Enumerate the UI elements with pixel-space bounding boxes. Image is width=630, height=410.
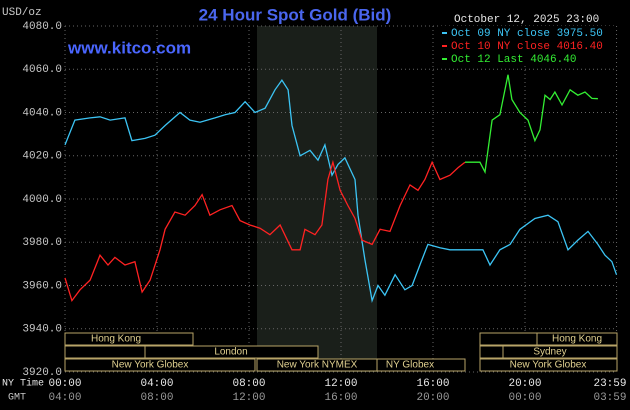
session-box xyxy=(64,345,146,359)
session-label: New York Globex xyxy=(112,360,189,371)
y-tick-label: 3960.0 xyxy=(22,280,62,292)
legend-label: Oct 10 NY close 4016.40 xyxy=(451,41,603,53)
y-tick-label: 4040.0 xyxy=(22,107,62,119)
x-tick-label-gmt: 04:00 xyxy=(48,392,81,404)
y-tick-label: 3940.0 xyxy=(22,324,62,336)
x-tick-label: 23:59 xyxy=(593,378,626,390)
x-tick-label-gmt: 08:00 xyxy=(140,392,173,404)
x-tick-label-gmt: 20:00 xyxy=(416,392,449,404)
price-line xyxy=(64,159,466,303)
session-label: London xyxy=(214,347,247,358)
session-box xyxy=(479,332,538,346)
x-tick-label: 04:00 xyxy=(140,378,173,390)
chart-title: 24 Hour Spot Gold (Bid) xyxy=(199,5,392,24)
session-label: Hong Kong xyxy=(91,334,141,345)
x-tick-label-gmt: 16:00 xyxy=(324,392,357,404)
x-tick-label-gmt: 12:00 xyxy=(232,392,265,404)
y-axis-label: USD/oz xyxy=(2,7,42,19)
session-bars: Hong Kong Hong Kong London Sydney New Yo… xyxy=(64,332,618,372)
session-label: NY Globex xyxy=(386,360,434,371)
legend-box xyxy=(438,26,616,66)
y-tick-label: 4080.0 xyxy=(22,21,62,33)
session-box xyxy=(376,358,466,372)
x-tick-label: 20:00 xyxy=(508,378,541,390)
x-axis-label: NY Time xyxy=(2,378,44,390)
timestamp: October 12, 2025 23:00 xyxy=(454,14,599,26)
session-box xyxy=(502,345,618,359)
x-tick-label: 08:00 xyxy=(232,378,265,390)
session-label: New York NYMEX xyxy=(277,360,358,371)
session-box xyxy=(144,345,319,359)
price-line xyxy=(465,74,598,175)
x-tick-label-gmt: 03:59 xyxy=(593,392,626,404)
session-box xyxy=(64,358,256,372)
y-tick-label: 4000.0 xyxy=(22,194,62,206)
session-label: New York Globex xyxy=(510,360,587,371)
y-tick-label: 3980.0 xyxy=(22,237,62,249)
y-tick-label: 3920.0 xyxy=(22,367,62,379)
y-tick-label: 4020.0 xyxy=(22,151,62,163)
session-label: Sydney xyxy=(533,347,566,358)
x-tick-label: 16:00 xyxy=(416,378,449,390)
site-url: www.kitco.com xyxy=(67,38,191,57)
legend-label: Oct 12 Last 4046.40 xyxy=(451,54,576,66)
session-box xyxy=(479,358,618,372)
x-tick-label: 12:00 xyxy=(324,378,357,390)
y-tick-label: 4060.0 xyxy=(22,64,62,76)
session-box xyxy=(479,345,504,359)
session-box xyxy=(64,332,194,346)
price-line xyxy=(64,78,618,303)
x-tick-label: 00:00 xyxy=(48,378,81,390)
x-axis-label: GMT xyxy=(8,393,26,404)
session-label: Hong Kong xyxy=(552,334,602,345)
session-box xyxy=(536,332,618,346)
legend-label: Oct 09 NY close 3975.50 xyxy=(451,28,603,40)
x-tick-label-gmt: 00:00 xyxy=(508,392,541,404)
